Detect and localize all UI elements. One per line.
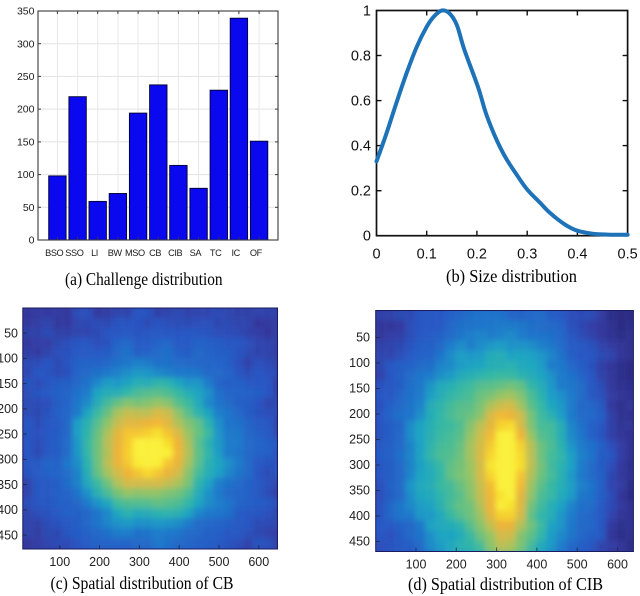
svg-text:350: 350 (17, 6, 35, 18)
svg-text:(c) Spatial distribution of CB: (c) Spatial distribution of CB (51, 573, 234, 593)
svg-text:0.6: 0.6 (351, 94, 371, 110)
svg-text:0.2: 0.2 (351, 184, 371, 200)
svg-text:350: 350 (349, 484, 370, 498)
svg-text:200: 200 (349, 407, 370, 421)
svg-text:CIB: CIB (168, 248, 182, 258)
svg-text:SA: SA (190, 248, 203, 258)
svg-text:0: 0 (29, 235, 35, 247)
svg-text:200: 200 (446, 558, 467, 572)
svg-text:500: 500 (567, 558, 588, 572)
svg-text:0.5: 0.5 (618, 247, 638, 263)
svg-text:450: 450 (349, 535, 370, 549)
svg-text:100: 100 (349, 356, 370, 370)
svg-text:BSO: BSO (45, 248, 63, 258)
svg-text:100: 100 (0, 352, 18, 366)
svg-text:500: 500 (209, 555, 230, 569)
svg-text:300: 300 (349, 458, 370, 472)
svg-text:200: 200 (89, 555, 110, 569)
svg-text:300: 300 (0, 453, 18, 467)
svg-text:300: 300 (129, 555, 150, 569)
svg-text:150: 150 (0, 377, 18, 391)
svg-text:400: 400 (169, 555, 190, 569)
svg-text:150: 150 (349, 382, 370, 396)
svg-text:200: 200 (17, 104, 35, 116)
svg-text:(b) Size distribution: (b) Size distribution (446, 266, 577, 286)
svg-text:100: 100 (406, 558, 427, 572)
svg-text:300: 300 (17, 38, 35, 50)
svg-text:IC: IC (232, 248, 241, 258)
svg-text:MSO: MSO (125, 248, 145, 258)
svg-text:250: 250 (17, 71, 35, 83)
svg-text:100: 100 (17, 169, 35, 181)
svg-text:BW: BW (108, 248, 123, 258)
svg-text:0: 0 (363, 229, 371, 245)
svg-text:0.1: 0.1 (417, 247, 437, 263)
svg-text:450: 450 (0, 528, 18, 542)
svg-text:50: 50 (356, 331, 370, 345)
svg-text:50: 50 (4, 326, 18, 340)
svg-text:SSO: SSO (65, 248, 83, 258)
svg-text:300: 300 (486, 558, 507, 572)
svg-text:OF: OF (250, 248, 263, 258)
svg-text:600: 600 (248, 555, 269, 569)
svg-text:200: 200 (0, 402, 18, 416)
svg-text:250: 250 (349, 433, 370, 447)
svg-text:400: 400 (0, 503, 18, 517)
svg-text:LI: LI (91, 248, 98, 258)
svg-text:0.3: 0.3 (517, 247, 537, 263)
svg-text:0.2: 0.2 (467, 247, 487, 263)
svg-text:0: 0 (372, 247, 380, 263)
svg-text:TC: TC (210, 248, 222, 258)
svg-text:400: 400 (526, 558, 547, 572)
svg-text:0.4: 0.4 (567, 247, 587, 263)
svg-text:(d) Spatial distribution of CI: (d) Spatial distribution of CIB (408, 574, 603, 594)
svg-text:1: 1 (363, 4, 371, 20)
svg-text:150: 150 (17, 137, 35, 149)
svg-text:600: 600 (607, 558, 628, 572)
svg-text:50: 50 (23, 202, 35, 214)
svg-text:CB: CB (149, 248, 161, 258)
svg-text:350: 350 (0, 478, 18, 492)
svg-text:250: 250 (0, 427, 18, 441)
svg-text:0.4: 0.4 (351, 139, 371, 155)
svg-text:0.8: 0.8 (351, 49, 371, 65)
svg-text:(a) Challenge distribution: (a) Challenge distribution (65, 269, 223, 289)
svg-text:100: 100 (49, 555, 70, 569)
svg-text:400: 400 (349, 509, 370, 523)
